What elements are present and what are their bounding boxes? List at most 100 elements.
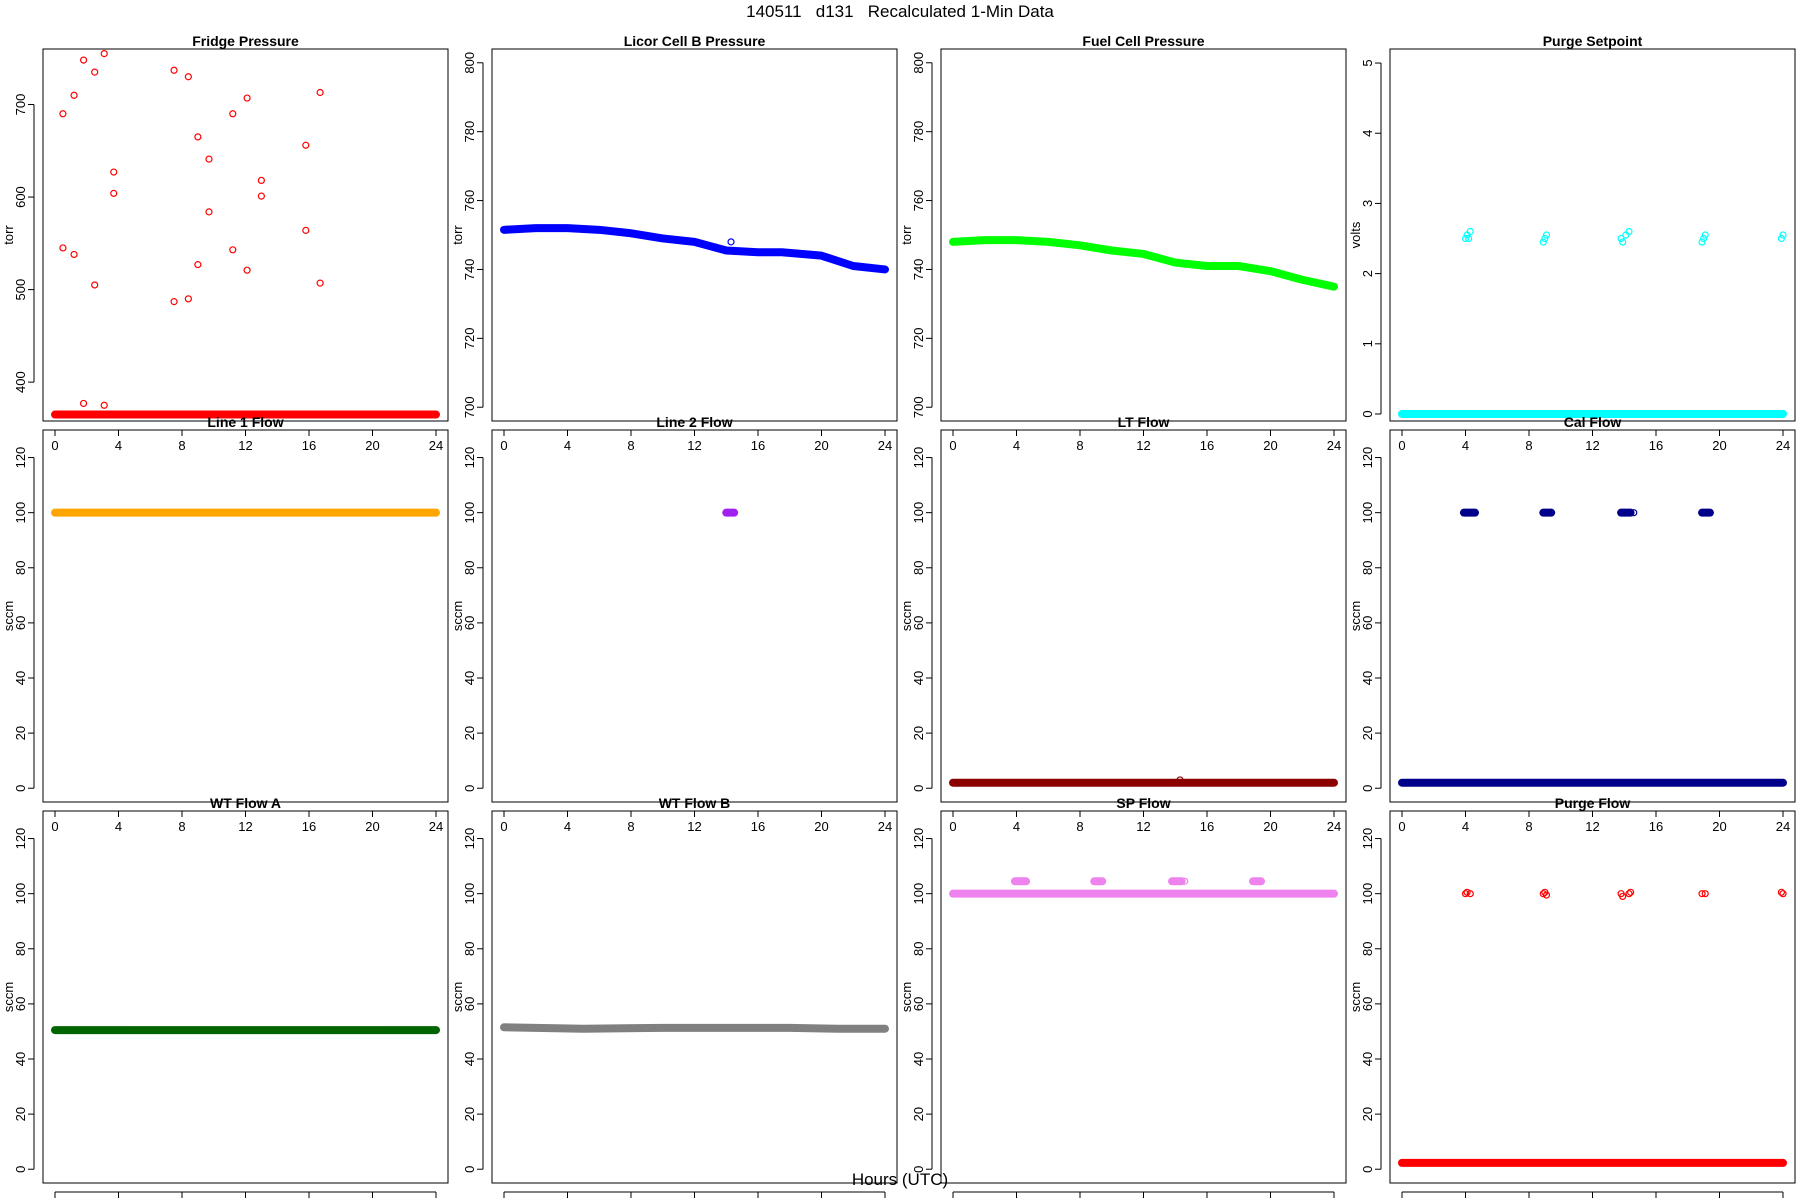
panel-9: WT Flow A sccm 0 4 8 12 16 20 24 0 20 40 60 80 100 120 bbox=[1, 795, 449, 1198]
panel-title: Fuel Cell Pressure bbox=[1082, 33, 1204, 49]
y-tick-label: 100 bbox=[911, 502, 926, 524]
x-tick-label: 16 bbox=[751, 819, 765, 834]
x-tick-label: 12 bbox=[1585, 438, 1599, 453]
y-tick-label: 60 bbox=[911, 616, 926, 630]
x-tick-label: 0 bbox=[1398, 819, 1405, 834]
data-point bbox=[257, 176, 265, 185]
data-point bbox=[243, 94, 251, 102]
y-tick-label: 760 bbox=[911, 190, 926, 212]
y-tick-label: 60 bbox=[462, 997, 477, 1011]
panel-1: Fridge Pressure torr 0 4 8 12 16 20 24 400 500 600 7… bbox=[1, 33, 449, 453]
y-tick-label: 100 bbox=[1360, 502, 1375, 524]
y-axis-label: sccm bbox=[899, 601, 914, 631]
x-tick-label: 20 bbox=[1712, 819, 1726, 834]
panel-title: SP Flow bbox=[1116, 795, 1170, 811]
y-tick-label: 20 bbox=[13, 726, 28, 740]
y-tick-label: 100 bbox=[13, 502, 28, 524]
panel-10: WT Flow B sccm 0 4 8 12 16 20 24 0 20 40 60 80 100 120 bbox=[450, 795, 898, 1198]
y-tick-label: 40 bbox=[13, 1052, 28, 1066]
plot-frame bbox=[940, 48, 1347, 422]
data-point bbox=[100, 401, 108, 409]
y-tick-label: 780 bbox=[911, 121, 926, 143]
data-point bbox=[1700, 234, 1708, 243]
y-axis-label: sccm bbox=[1, 982, 16, 1012]
plot-frame bbox=[42, 48, 449, 422]
data-point bbox=[1701, 890, 1709, 898]
y-tick-label: 40 bbox=[462, 1052, 477, 1066]
data-point bbox=[316, 88, 324, 97]
x-tick-label: 24 bbox=[1776, 438, 1790, 453]
y-tick-label: 0 bbox=[1360, 410, 1375, 417]
x-tick-label: 4 bbox=[1462, 819, 1469, 834]
panel-title: Purge Setpoint bbox=[1543, 33, 1643, 49]
y-tick-label: 740 bbox=[911, 259, 926, 281]
data-point bbox=[1777, 888, 1786, 896]
y-tick-label: 1 bbox=[1360, 340, 1375, 347]
data-point bbox=[59, 244, 67, 252]
y-tick-label: 400 bbox=[13, 371, 28, 393]
y-tick-label: 80 bbox=[13, 561, 28, 575]
data-point bbox=[1539, 238, 1547, 246]
y-tick-label: 20 bbox=[462, 1107, 477, 1121]
panel-title: Fridge Pressure bbox=[192, 33, 299, 49]
x-tick-label: 4 bbox=[1013, 438, 1020, 453]
y-tick-label: 0 bbox=[13, 1166, 28, 1173]
data-point bbox=[91, 281, 99, 289]
y-tick-label: 760 bbox=[462, 190, 477, 212]
data-point bbox=[1626, 888, 1635, 896]
x-tick-label: 16 bbox=[1200, 819, 1214, 834]
y-tick-label: 60 bbox=[13, 997, 28, 1011]
y-tick-label: 40 bbox=[1360, 671, 1375, 685]
data-point bbox=[110, 189, 118, 197]
data-point bbox=[59, 110, 67, 118]
plot-frame bbox=[940, 429, 1347, 803]
x-tick-label: 12 bbox=[687, 438, 701, 453]
x-tick-label: 24 bbox=[1776, 819, 1790, 834]
y-tick-label: 80 bbox=[13, 942, 28, 956]
data-point bbox=[205, 155, 213, 163]
y-tick-label: 80 bbox=[1360, 942, 1375, 956]
y-tick-label: 60 bbox=[1360, 997, 1375, 1011]
panel-11: SP Flow sccm 0 4 8 12 16 20 24 0 20 40 60 80 100 120 bbox=[899, 795, 1347, 1198]
y-tick-label: 20 bbox=[911, 726, 926, 740]
y-tick-label: 720 bbox=[911, 327, 926, 349]
x-tick-label: 20 bbox=[365, 819, 379, 834]
x-tick-label: 4 bbox=[564, 438, 571, 453]
data-point bbox=[194, 133, 202, 141]
x-tick-label: 0 bbox=[949, 438, 956, 453]
plot-frame bbox=[1389, 48, 1796, 422]
y-axis-label: sccm bbox=[1348, 982, 1363, 1012]
x-tick-label: 16 bbox=[751, 438, 765, 453]
data-point bbox=[1698, 890, 1706, 898]
data-point bbox=[1779, 231, 1787, 239]
panel-title: Licor Cell B Pressure bbox=[624, 33, 766, 49]
x-tick-label: 20 bbox=[365, 438, 379, 453]
y-tick-label: 20 bbox=[13, 1107, 28, 1121]
y-tick-label: 100 bbox=[1360, 883, 1375, 905]
y-axis-label: volts bbox=[1348, 221, 1363, 248]
data-point bbox=[1461, 890, 1470, 898]
y-tick-label: 3 bbox=[1360, 200, 1375, 207]
data-point bbox=[110, 168, 118, 176]
x-tick-label: 24 bbox=[878, 819, 892, 834]
y-tick-label: 80 bbox=[1360, 561, 1375, 575]
panel-12: Purge Flow sccm 0 4 8 12 16 20 24 0 20 40 60 80 100 120 bbox=[1348, 795, 1796, 1198]
x-tick-label: 8 bbox=[1525, 819, 1532, 834]
x-tick-label: 0 bbox=[1398, 438, 1405, 453]
x-tick-label: 0 bbox=[949, 819, 956, 834]
data-point bbox=[70, 250, 78, 259]
y-tick-label: 80 bbox=[911, 561, 926, 575]
x-tick-label: 24 bbox=[878, 438, 892, 453]
x-tick-label: 0 bbox=[51, 819, 58, 834]
x-tick-label: 20 bbox=[1263, 438, 1277, 453]
y-tick-label: 0 bbox=[462, 785, 477, 792]
y-tick-label: 120 bbox=[462, 828, 477, 850]
x-tick-label: 12 bbox=[238, 819, 252, 834]
y-tick-label: 40 bbox=[13, 671, 28, 685]
data-point bbox=[1466, 227, 1474, 236]
data-series bbox=[949, 236, 1338, 291]
x-tick-label: 20 bbox=[1263, 819, 1277, 834]
y-tick-label: 40 bbox=[1360, 1052, 1375, 1066]
